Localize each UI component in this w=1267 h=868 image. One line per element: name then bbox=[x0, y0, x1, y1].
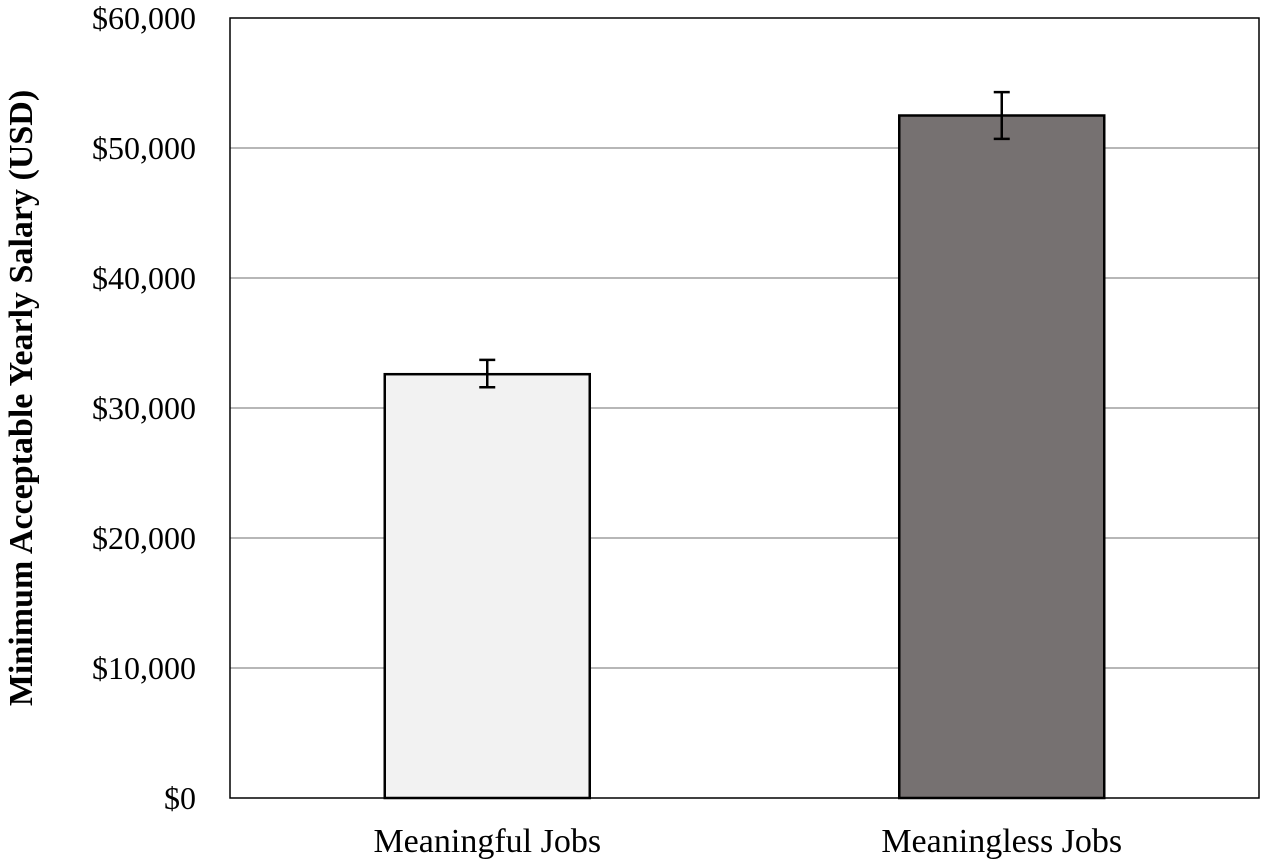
error-bars bbox=[479, 90, 1010, 389]
x-category-label: Meaningful Jobs bbox=[373, 823, 601, 860]
y-tick-label: $40,000 bbox=[92, 260, 196, 296]
y-tick-label: $0 bbox=[164, 780, 196, 816]
bar-meaningful-jobs bbox=[383, 372, 591, 800]
x-category-labels: Meaningful Jobs Meaningless Jobs bbox=[373, 823, 1122, 860]
y-tick-labels: $0 $10,000 $20,000 $30,000 $40,000 $50,000 $60… bbox=[92, 0, 196, 816]
y-tick-label: $60,000 bbox=[92, 0, 196, 36]
y-axis-title: Minimum Acceptable Yearly Salary (USD) bbox=[3, 90, 40, 706]
bar-meaningless-jobs bbox=[898, 114, 1106, 800]
y-tick-label: $50,000 bbox=[92, 130, 196, 166]
y-tick-label: $20,000 bbox=[92, 520, 196, 556]
x-category-label: Meaningless Jobs bbox=[881, 823, 1122, 860]
plot-area-frame bbox=[229, 17, 1260, 799]
y-tick-label: $30,000 bbox=[92, 390, 196, 426]
y-tick-label: $10,000 bbox=[92, 650, 196, 686]
bars bbox=[383, 114, 1106, 800]
